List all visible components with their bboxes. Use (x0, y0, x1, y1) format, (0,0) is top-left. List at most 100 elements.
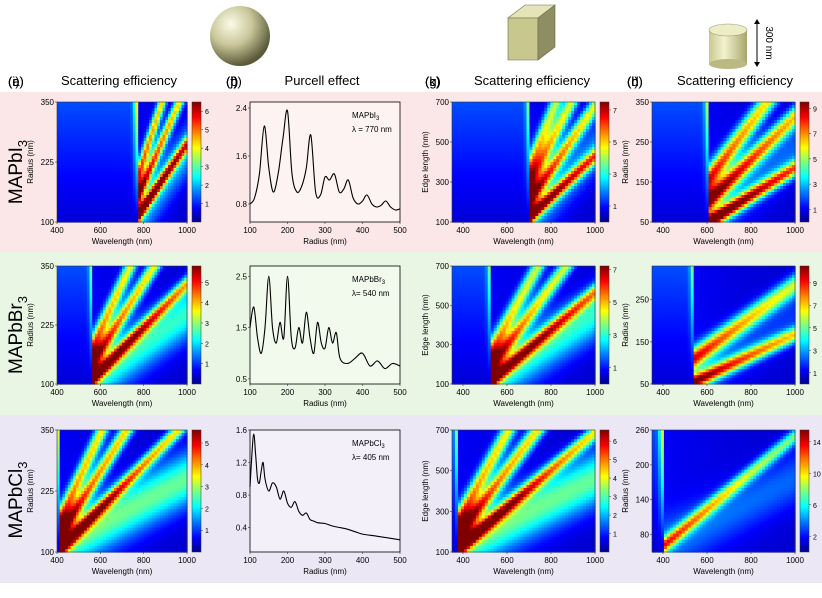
heatmap-cell (496, 204, 501, 208)
heatmap-cell (89, 111, 93, 115)
heatmap-cell (672, 156, 677, 160)
heatmap-cell (666, 153, 671, 157)
heatmap-cell (86, 180, 91, 184)
heatmap-cell (472, 126, 477, 130)
heatmap-cell (652, 207, 656, 211)
heatmap-cell (70, 192, 74, 196)
heatmap-cell (143, 153, 147, 157)
heatmap-cell (565, 171, 569, 175)
heatmap-cell (487, 174, 492, 178)
heatmap-cell (574, 150, 578, 154)
heatmap-cell (681, 117, 686, 121)
heatmap-cell (143, 159, 147, 163)
heatmap-cell (116, 135, 120, 139)
heatmap-cell (669, 150, 674, 154)
heatmap-cell (690, 207, 695, 211)
heatmap-cell (84, 174, 88, 178)
heatmap-cell (127, 162, 131, 166)
heatmap-cell (523, 174, 528, 178)
y-tick-label: 100 (436, 218, 450, 227)
heatmap-cell (663, 108, 668, 112)
heatmap-cell (505, 138, 510, 142)
heatmap-cell (57, 159, 61, 163)
heatmap-cell (574, 213, 578, 217)
heatmap-cell (589, 207, 593, 211)
heatmap-cell (705, 162, 710, 166)
heatmap-cell (162, 111, 166, 115)
heatmap-cell (541, 105, 545, 109)
heatmap-cell (708, 177, 713, 181)
heatmap-cell (714, 159, 719, 163)
heatmap-cell (681, 177, 686, 181)
heatmap-cell (592, 195, 596, 199)
heatmap-cell (535, 204, 539, 208)
heatmap-cell (511, 132, 516, 136)
heatmap-cell (475, 147, 480, 151)
heatmap-cell (702, 105, 707, 109)
heatmap-cell (132, 120, 137, 124)
heatmap-cell (654, 216, 659, 220)
heatmap-cell (502, 150, 507, 154)
heatmap-cell (466, 216, 471, 220)
heatmap-cell (577, 147, 581, 151)
heatmap-cell (678, 219, 683, 223)
heatmap-cell (138, 150, 142, 154)
heatmap-cell (105, 186, 110, 190)
heatmap-cell (84, 120, 88, 124)
heatmap-cell (138, 141, 142, 145)
heatmap-cell (490, 198, 495, 202)
heatmap-cell (705, 141, 710, 145)
heatmap-cell (475, 180, 480, 184)
heatmap-cell (717, 156, 722, 160)
heatmap-cell (675, 189, 680, 193)
heatmap-cell (466, 144, 471, 148)
heatmap-cell (103, 216, 107, 220)
heatmap-cell (181, 111, 185, 115)
heatmap-cell (59, 105, 64, 109)
heatmap-cell (149, 207, 153, 211)
heatmap-cell (654, 132, 659, 136)
heatmap-cell (181, 102, 185, 106)
x-axis-label: Radius (nm) (303, 237, 347, 246)
heatmap-cell (463, 198, 468, 202)
heatmap-cell (452, 210, 456, 214)
heatmap-cell (499, 213, 504, 217)
heatmap-cell (75, 210, 80, 214)
heatmap-cell (81, 210, 85, 214)
heatmap-cell (711, 108, 716, 112)
heatmap-cell (484, 210, 489, 214)
heatmap-cell (454, 120, 459, 124)
heatmap-cell (672, 186, 677, 190)
heatmap-cell (526, 186, 531, 190)
heatmap-cell (122, 123, 126, 127)
heatmap-cell (517, 114, 522, 118)
y-tick-label: 300 (436, 178, 450, 187)
heatmap-cell (143, 186, 147, 190)
heatmap-cell (140, 198, 145, 202)
heatmap-cell (89, 213, 93, 217)
heatmap-cell (162, 132, 166, 136)
colorbar-tick-label: 6 (205, 109, 209, 116)
heatmap-cell (111, 138, 115, 142)
heatmap-cell (711, 195, 716, 199)
heatmap-cell (105, 156, 110, 160)
heatmap-cell (508, 156, 513, 160)
heatmap-cell (452, 183, 456, 187)
heatmap-cell (678, 165, 683, 169)
heatmap-cell (70, 114, 74, 118)
heatmap-cell (532, 195, 537, 199)
heatmap-cell (65, 210, 69, 214)
heatmap-cell (181, 153, 185, 157)
heatmap-cell (475, 177, 480, 181)
heatmap-cell (532, 192, 537, 196)
heatmap-cell (119, 195, 123, 199)
heatmap-cell (135, 132, 139, 136)
heatmap-cell (714, 165, 719, 169)
heatmap-cell (460, 102, 465, 106)
heatmap-cell (159, 156, 164, 160)
heatmap-cell (663, 207, 668, 211)
heatmap-cell (672, 117, 677, 121)
heatmap-cell (553, 117, 557, 121)
heatmap-cell (176, 156, 180, 160)
heatmap-cell (580, 156, 584, 160)
